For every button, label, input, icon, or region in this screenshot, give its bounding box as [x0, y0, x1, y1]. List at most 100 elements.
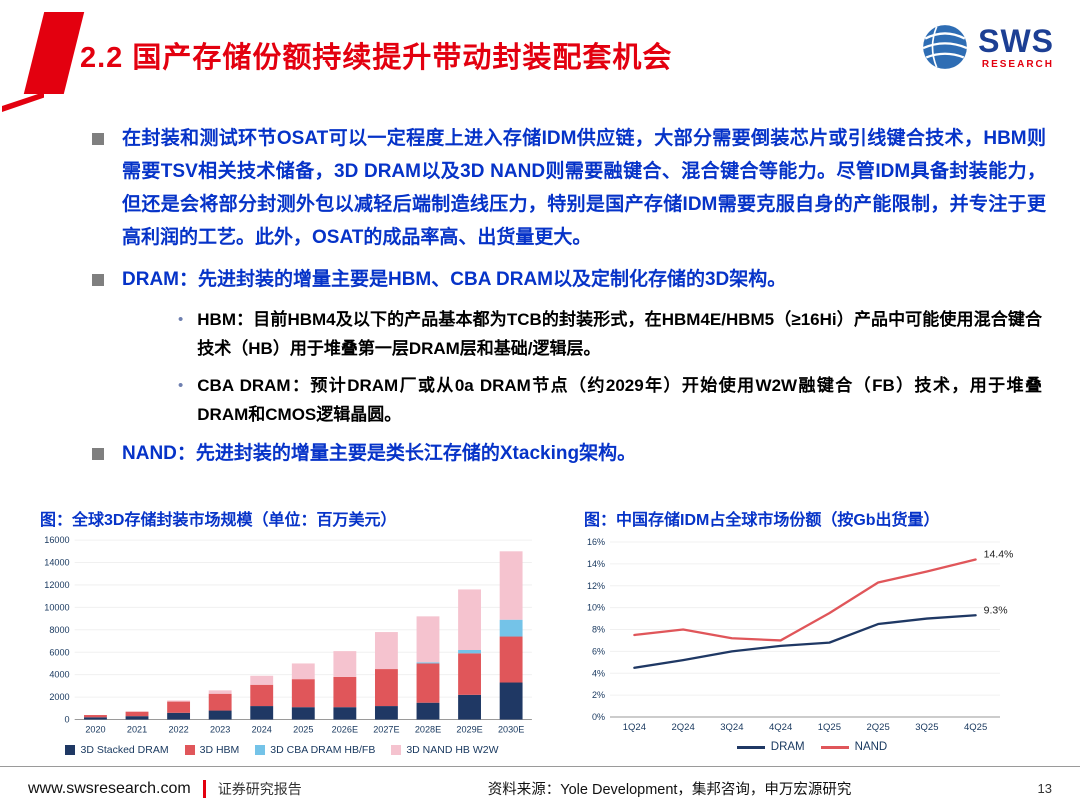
svg-text:2Q25: 2Q25 [867, 722, 890, 733]
slide-footer: www.swsresearch.com 证券研究报告 资料来源：Yole Dev… [0, 766, 1080, 810]
red-ribbon-decoration [23, 12, 85, 94]
svg-text:2023: 2023 [210, 725, 230, 735]
bar-segment [208, 710, 232, 720]
bar-segment [291, 707, 315, 720]
bar-segment [499, 619, 523, 637]
legend-label: 3D HBM [199, 743, 240, 756]
legend-label: DRAM [770, 741, 805, 753]
chart-3d-packaging-market: 图：全球3D存储封装市场规模（单位：百万美元） 0 2000 4000 6000 800… [26, 506, 538, 756]
bullet-text: CBA DRAM：预计DRAM厂或从0a DRAM节点（约2029年）开始使用W… [197, 376, 1042, 424]
legend-label: NAND [854, 741, 888, 753]
square-bullet-icon [92, 133, 104, 145]
red-divider [202, 779, 206, 798]
slide-header: 2.2 国产存储份额持续提升带动封装配套机会 SWS RESEARCH [0, 0, 1080, 112]
bar-segment [416, 663, 440, 703]
svg-text:2022: 2022 [168, 725, 188, 735]
svg-text:2028E: 2028E [415, 725, 441, 735]
svg-text:2Q24: 2Q24 [672, 722, 695, 733]
bar-segment [333, 707, 357, 720]
line-chart-body: 0% 2% 4% 6% 8% 10% 12% 14% 16% 1Q24 2Q24 3Q24 4Q24 1Q… [587, 537, 1013, 733]
bar-segment [374, 706, 398, 720]
website-url[interactable]: www.swsresearch.com [28, 779, 191, 797]
svg-text:12000: 12000 [44, 580, 69, 590]
legend-swatch [255, 744, 266, 755]
square-bullet-icon [92, 274, 104, 286]
legend-label: 3D CBA DRAM HB/FB [270, 743, 376, 756]
svg-text:3Q24: 3Q24 [720, 722, 743, 733]
bullet-nand: NAND：先进封装的增量主要是类长江存储的Xtacking架构。 [60, 437, 1046, 470]
bar-segment [250, 706, 274, 720]
svg-text:14%: 14% [587, 559, 605, 569]
sws-logo: SWS RESEARCH [920, 22, 1054, 72]
dot-bullet-icon: • [178, 311, 184, 328]
page-number: 13 [1037, 781, 1052, 796]
bar-segment [167, 701, 191, 713]
bar-segment [499, 551, 523, 620]
logo-sws-label: SWS [978, 22, 1054, 59]
svg-text:16%: 16% [587, 537, 605, 547]
legend-swatch [736, 745, 765, 749]
end-data-label: 9.3% [984, 604, 1008, 616]
bullet-dram: DRAM：先进封装的增量主要是HBM、CBA DRAM以及定制化存储的3D架构。 [60, 263, 1046, 296]
legend-swatch [391, 744, 402, 755]
svg-text:2030E: 2030E [498, 725, 524, 735]
line-chart-legend: DRAM NAND [570, 741, 1054, 753]
svg-text:4000: 4000 [49, 670, 69, 680]
bar-segment [84, 717, 107, 720]
svg-text:8000: 8000 [49, 625, 69, 635]
report-type-label: 证券研究报告 [217, 780, 302, 797]
legend-swatch [820, 745, 849, 749]
globe-icon [922, 25, 968, 69]
body-content: 在封装和测试环节OSAT可以一定程度上进入存储IDM供应链，大部分需要倒装芯片或… [60, 122, 1046, 479]
bar-segment [458, 649, 481, 654]
svg-text:0: 0 [65, 715, 70, 725]
dot-bullet-icon: • [178, 377, 184, 394]
legend-item: 3D HBM [184, 743, 240, 756]
svg-text:6000: 6000 [49, 647, 69, 657]
svg-text:1Q24: 1Q24 [623, 722, 646, 733]
red-ribbon-tail [2, 92, 44, 112]
svg-text:3Q25: 3Q25 [915, 722, 938, 733]
chart-title: 图：全球3D存储封装市场规模（单位：百万美元） [40, 512, 397, 529]
bullet-text: NAND：先进封装的增量主要是类长江存储的Xtacking架构。 [122, 443, 637, 464]
svg-text:16000: 16000 [44, 535, 69, 545]
svg-text:4%: 4% [592, 668, 605, 678]
bar-segment [84, 715, 107, 718]
bar-chart-legend: 3D Stacked DRAM 3D HBM 3D CBA DRAM HB/FB 3D… [26, 744, 538, 756]
svg-text:2026E: 2026E [332, 725, 358, 735]
svg-text:8%: 8% [592, 625, 605, 635]
bullet-text: 在封装和测试环节OSAT可以一定程度上进入存储IDM供应链，大部分需要倒装芯片或… [122, 128, 1046, 248]
stacked-bar-chart: 0 2000 4000 6000 8000 10000 12000 14000 16000 202… [44, 535, 532, 735]
chart-china-idm-share: 图：中国存储IDM占全球市场份额（按Gb出货量） 0% 2% 4% 6% 8% 10% 12… [570, 506, 1054, 753]
svg-text:4Q25: 4Q25 [964, 722, 987, 733]
svg-text:4Q24: 4Q24 [769, 722, 792, 733]
bar-segment [416, 616, 440, 663]
bar-segment [167, 700, 191, 702]
bullet-text: HBM：目前HBM4及以下的产品基本都为TCB的封装形式，在HBM4E/HBM5… [197, 310, 1042, 358]
square-bullet-icon [92, 448, 104, 460]
svg-text:2020: 2020 [85, 725, 105, 735]
subbullet-hbm: • HBM：目前HBM4及以下的产品基本都为TCB的封装形式，在HBM4E/HB… [178, 305, 1042, 363]
bar-segment [499, 682, 523, 720]
legend-item: 3D Stacked DRAM [65, 744, 169, 756]
svg-text:12%: 12% [587, 581, 605, 591]
legend-swatch [65, 744, 76, 755]
svg-text:0%: 0% [592, 712, 605, 722]
series-line-nand [633, 558, 977, 642]
bar-segment [250, 675, 274, 685]
logo-text: SWS RESEARCH [978, 25, 1054, 70]
bar-segment [291, 663, 315, 680]
bar-segment [458, 653, 481, 695]
bar-segment [458, 694, 481, 720]
bullet-osat: 在封装和测试环节OSAT可以一定程度上进入存储IDM供应链，大部分需要倒装芯片或… [60, 122, 1046, 254]
svg-text:10%: 10% [587, 603, 605, 613]
series-line-dram [633, 614, 977, 669]
svg-text:10000: 10000 [44, 602, 69, 612]
svg-text:2027E: 2027E [373, 725, 399, 735]
svg-text:2029E: 2029E [456, 725, 482, 735]
bar-segment [333, 651, 357, 677]
bar-segment [125, 711, 149, 717]
data-source-note: 资料来源：Yole Development，集邦咨询，申万宏源研究 [487, 782, 852, 798]
bar-segment [250, 684, 274, 707]
